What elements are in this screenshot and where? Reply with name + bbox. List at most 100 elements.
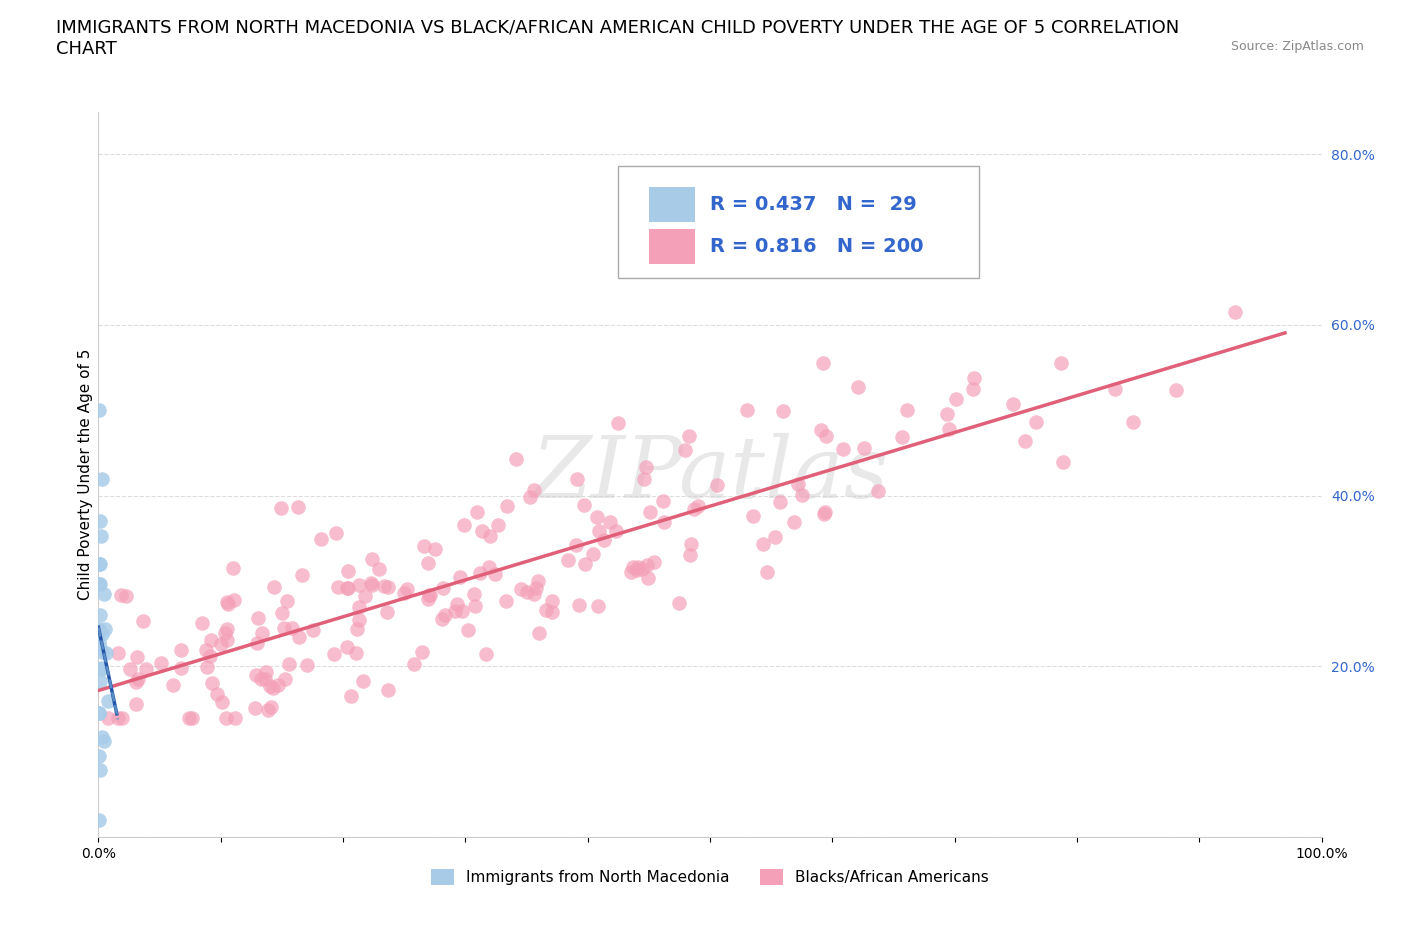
- Point: [217, 621, 239, 636]
- Point: [89, 641, 111, 656]
- Point: [638, 505, 661, 520]
- Point: [347, 578, 370, 593]
- Point: [224, 711, 246, 725]
- Point: [1122, 415, 1144, 430]
- Point: [90, 661, 112, 676]
- Point: [769, 494, 792, 509]
- Legend: Immigrants from North Macedonia, Blacks/African Americans: Immigrants from North Macedonia, Blacks/…: [425, 863, 995, 891]
- Point: [416, 556, 439, 571]
- Point: [772, 404, 794, 418]
- Point: [787, 476, 810, 491]
- Point: [523, 586, 546, 601]
- Point: [430, 611, 453, 626]
- Text: Source: ZipAtlas.com: Source: ZipAtlas.com: [1230, 40, 1364, 53]
- Point: [637, 570, 659, 585]
- Point: [302, 623, 325, 638]
- Point: [605, 524, 627, 538]
- Point: [478, 560, 501, 575]
- Point: [124, 675, 146, 690]
- Point: [311, 532, 333, 547]
- Point: [281, 621, 304, 636]
- Point: [177, 711, 200, 725]
- Point: [631, 562, 654, 577]
- Point: [1104, 382, 1126, 397]
- Point: [125, 697, 148, 711]
- Point: [523, 483, 546, 498]
- Point: [352, 673, 374, 688]
- Point: [245, 668, 267, 683]
- Point: [935, 406, 957, 421]
- Point: [243, 700, 266, 715]
- Text: R = 0.437   N =  29: R = 0.437 N = 29: [710, 195, 917, 214]
- Point: [411, 644, 433, 659]
- Point: [200, 632, 222, 647]
- Point: [336, 564, 359, 578]
- Point: [120, 661, 142, 676]
- Point: [288, 630, 311, 644]
- Point: [90, 528, 112, 543]
- Point: [868, 484, 890, 498]
- Point: [90, 644, 112, 659]
- Point: [91, 472, 114, 486]
- Point: [344, 645, 367, 660]
- FancyBboxPatch shape: [619, 166, 979, 278]
- Point: [564, 538, 586, 552]
- Point: [273, 620, 295, 635]
- Point: [336, 640, 359, 655]
- Point: [1223, 304, 1246, 319]
- Point: [323, 646, 346, 661]
- Point: [89, 556, 111, 571]
- Text: CHART: CHART: [56, 40, 117, 58]
- Point: [463, 586, 485, 601]
- Point: [337, 581, 360, 596]
- Point: [89, 577, 111, 591]
- Point: [585, 510, 607, 525]
- Point: [180, 711, 202, 725]
- Point: [484, 567, 506, 582]
- Point: [217, 632, 239, 647]
- Point: [254, 664, 277, 679]
- Point: [373, 579, 395, 594]
- Point: [89, 621, 111, 636]
- Point: [115, 589, 138, 604]
- Point: [763, 530, 786, 545]
- Text: R = 0.816   N = 200: R = 0.816 N = 200: [710, 237, 924, 256]
- Point: [250, 671, 273, 686]
- Point: [214, 625, 236, 640]
- Point: [813, 356, 835, 371]
- Point: [678, 429, 700, 444]
- Point: [453, 518, 475, 533]
- Point: [510, 581, 533, 596]
- Point: [790, 487, 813, 502]
- Point: [540, 605, 562, 620]
- Point: [832, 442, 855, 457]
- Point: [87, 577, 110, 591]
- Point: [588, 524, 610, 538]
- Point: [127, 671, 149, 686]
- Point: [495, 593, 517, 608]
- Point: [468, 565, 491, 580]
- Point: [963, 371, 986, 386]
- Point: [846, 379, 869, 394]
- Point: [516, 584, 538, 599]
- Point: [195, 659, 218, 674]
- Point: [354, 588, 377, 603]
- Point: [416, 591, 439, 606]
- Point: [686, 498, 709, 513]
- Point: [169, 660, 191, 675]
- Point: [110, 588, 132, 603]
- Bar: [648, 187, 696, 222]
- Point: [1164, 382, 1187, 397]
- Text: ZIPatlas: ZIPatlas: [531, 433, 889, 515]
- Point: [246, 635, 269, 650]
- Point: [87, 813, 110, 828]
- Point: [633, 472, 655, 486]
- Point: [425, 541, 447, 556]
- Point: [752, 537, 775, 551]
- Point: [89, 706, 111, 721]
- Point: [91, 730, 114, 745]
- Point: [346, 621, 368, 636]
- Point: [277, 657, 299, 671]
- Point: [599, 515, 621, 530]
- Point: [519, 490, 541, 505]
